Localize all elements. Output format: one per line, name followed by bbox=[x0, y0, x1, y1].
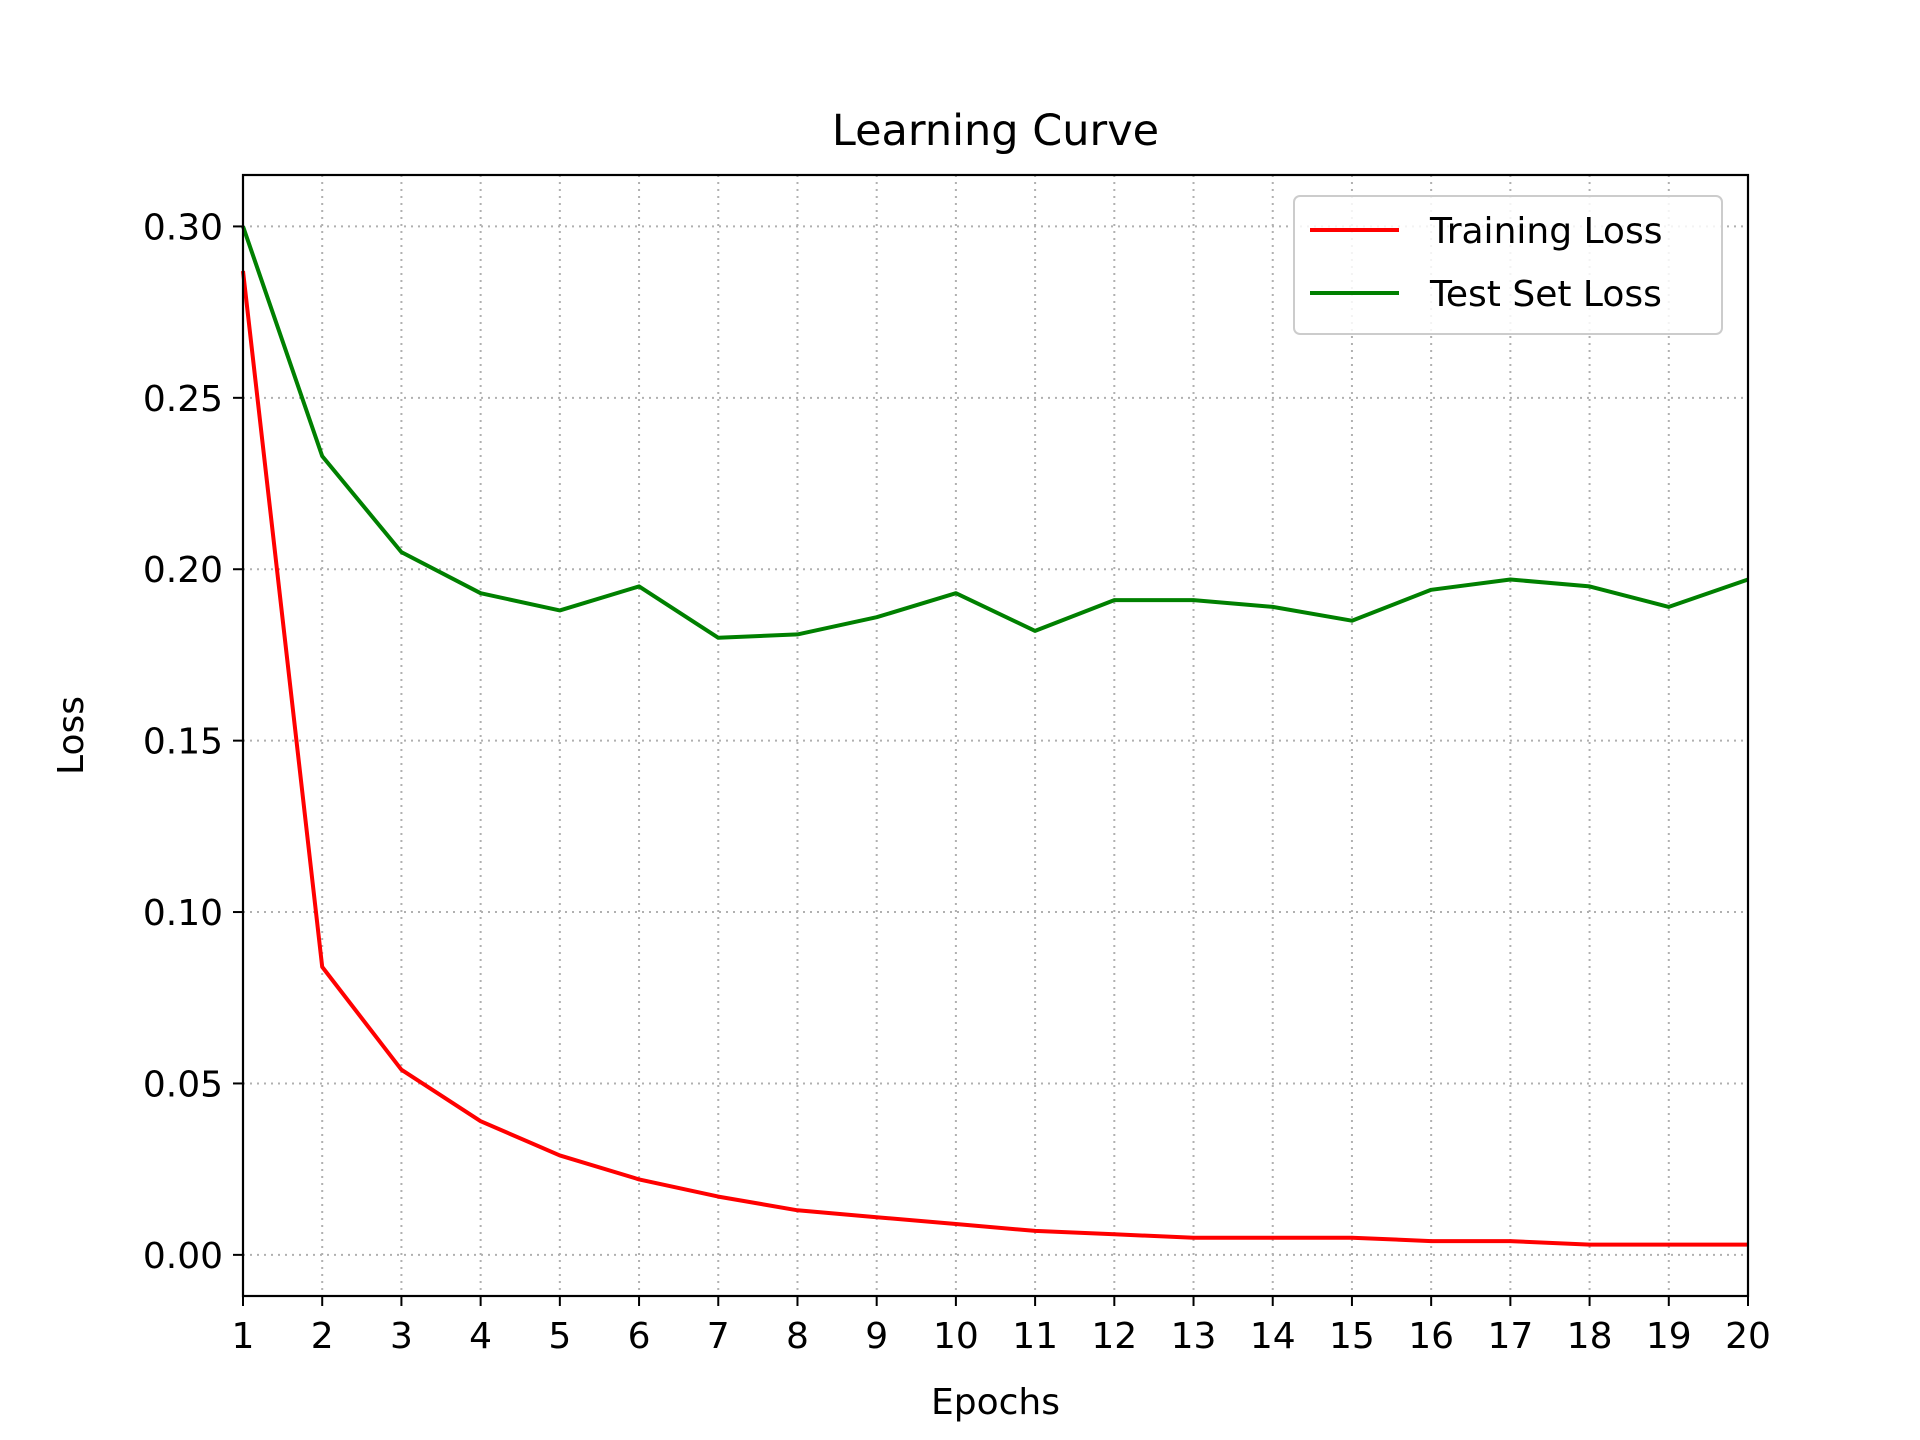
data-point-test-set-loss bbox=[874, 614, 880, 620]
x-tick-label: 12 bbox=[1091, 1316, 1137, 1357]
data-point-training-loss bbox=[1587, 1242, 1593, 1248]
data-point-test-set-loss bbox=[1191, 597, 1197, 603]
data-point-test-set-loss bbox=[1666, 604, 1672, 610]
data-point-test-set-loss bbox=[478, 590, 484, 596]
data-point-training-loss bbox=[794, 1207, 800, 1213]
data-point-test-set-loss bbox=[1507, 577, 1513, 583]
x-tick-label: 7 bbox=[707, 1316, 730, 1357]
x-tick-label: 19 bbox=[1646, 1316, 1692, 1357]
data-point-training-loss bbox=[636, 1176, 642, 1182]
data-point-training-loss bbox=[398, 1067, 404, 1073]
data-point-test-set-loss bbox=[715, 635, 721, 641]
data-point-test-set-loss bbox=[953, 590, 959, 596]
data-point-training-loss bbox=[1191, 1235, 1197, 1241]
data-point-training-loss bbox=[874, 1214, 880, 1220]
x-tick-label: 14 bbox=[1250, 1316, 1296, 1357]
data-point-test-set-loss bbox=[319, 453, 325, 459]
data-point-training-loss bbox=[557, 1152, 563, 1158]
x-tick-label: 4 bbox=[469, 1316, 492, 1357]
y-axis-label: Loss bbox=[51, 696, 92, 775]
data-point-training-loss bbox=[319, 964, 325, 970]
data-point-training-loss bbox=[715, 1194, 721, 1200]
x-axis-ticks: 1 2 3 4 5 6 7 8 9 10 11 12 13 14 15 16 17 18 19 20 bbox=[232, 1296, 1771, 1357]
x-tick-label: 10 bbox=[933, 1316, 979, 1357]
y-tick-label: 0.15 bbox=[143, 722, 223, 763]
series-line-training-loss bbox=[241, 270, 1748, 1247]
plot-area-frame bbox=[241, 173, 1750, 1298]
x-tick-label: 9 bbox=[865, 1316, 888, 1357]
x-tick-label: 6 bbox=[628, 1316, 651, 1357]
legend-box bbox=[1293, 195, 1723, 335]
chart-title: Learning Curve bbox=[832, 106, 1159, 156]
data-point-test-set-loss bbox=[557, 607, 563, 613]
x-tick-label: 11 bbox=[1012, 1316, 1058, 1357]
x-tick-label: 5 bbox=[548, 1316, 571, 1357]
data-point-test-set-loss bbox=[1270, 604, 1276, 610]
x-tick-label: 20 bbox=[1725, 1316, 1771, 1357]
legend-label-training-loss: Training Loss bbox=[1429, 211, 1662, 252]
x-tick-label: 2 bbox=[311, 1316, 334, 1357]
data-point-training-loss bbox=[953, 1221, 959, 1227]
x-axis-label: Epochs bbox=[931, 1382, 1060, 1423]
data-point-test-set-loss bbox=[1032, 628, 1038, 634]
data-point-training-loss bbox=[1032, 1228, 1038, 1234]
x-tick-label: 3 bbox=[390, 1316, 413, 1357]
data-point-test-set-loss bbox=[1349, 618, 1355, 624]
data-point-training-loss bbox=[1666, 1242, 1672, 1248]
x-tick-label: 15 bbox=[1329, 1316, 1375, 1357]
series-lines bbox=[241, 225, 1749, 1248]
x-tick-label: 13 bbox=[1171, 1316, 1217, 1357]
data-point-test-set-loss bbox=[398, 549, 404, 555]
x-tick-label: 16 bbox=[1408, 1316, 1454, 1357]
series-line-test-set-loss bbox=[241, 225, 1749, 640]
x-tick-label: 17 bbox=[1487, 1316, 1533, 1357]
data-point-training-loss bbox=[1428, 1238, 1434, 1244]
data-point-test-set-loss bbox=[636, 583, 642, 589]
legend-label-test-set-loss: Test Set Loss bbox=[1429, 274, 1662, 315]
data-point-training-loss bbox=[1270, 1235, 1276, 1241]
y-tick-label: 0.05 bbox=[143, 1064, 223, 1105]
y-tick-label: 0.30 bbox=[143, 207, 223, 248]
x-tick-label: 18 bbox=[1567, 1316, 1613, 1357]
data-point-test-set-loss bbox=[1428, 587, 1434, 593]
y-tick-label: 0.10 bbox=[143, 893, 223, 934]
legend: Training Loss Test Set Loss bbox=[1293, 195, 1723, 335]
data-point-training-loss bbox=[1349, 1235, 1355, 1241]
y-tick-label: 0.25 bbox=[143, 379, 223, 420]
data-point-test-set-loss bbox=[1111, 597, 1117, 603]
x-tick-label: 8 bbox=[786, 1316, 809, 1357]
y-tick-label: 0.00 bbox=[143, 1236, 223, 1277]
data-point-training-loss bbox=[478, 1118, 484, 1124]
data-point-test-set-loss bbox=[1587, 583, 1593, 589]
y-axis-ticks: 0.00 0.05 0.10 0.15 0.20 0.25 0.30 bbox=[143, 207, 243, 1277]
x-tick-label: 1 bbox=[232, 1316, 255, 1357]
data-point-test-set-loss bbox=[794, 631, 800, 637]
data-point-training-loss bbox=[1111, 1231, 1117, 1237]
data-point-training-loss bbox=[1507, 1238, 1513, 1244]
y-tick-label: 0.20 bbox=[143, 550, 223, 591]
